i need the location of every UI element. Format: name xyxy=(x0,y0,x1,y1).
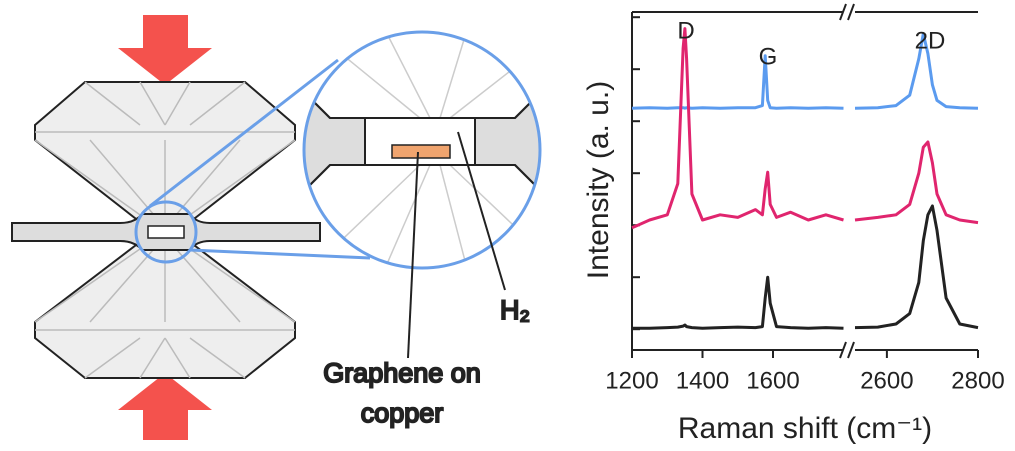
peak-label: 2D xyxy=(915,27,946,54)
diagram: H₂ Graphene on copper xyxy=(12,15,560,440)
x-tick-label: 2600 xyxy=(860,367,913,394)
sample-label: copper xyxy=(361,398,444,428)
x-tick-label: 1200 xyxy=(605,367,658,394)
force-arrow xyxy=(118,15,212,85)
x-tick-label: 1600 xyxy=(746,367,799,394)
raman-chart: 1200 1400 1600 2600 2800 Raman shift (cm⁻¹) In… xyxy=(582,4,1005,445)
x-tick-label: 1400 xyxy=(676,367,729,394)
spectrum-line xyxy=(632,29,978,228)
x-axis-label: Raman shift (cm⁻¹) xyxy=(678,412,932,445)
x-tick-label: 2800 xyxy=(951,367,1004,394)
spectrum-line xyxy=(632,206,978,328)
peak-label: G xyxy=(759,43,778,70)
zoom-line xyxy=(190,250,370,258)
y-axis-label: Intensity (a. u.) xyxy=(582,81,615,279)
chamber xyxy=(148,226,184,238)
axis-break xyxy=(848,342,854,358)
sample-label: Graphene on xyxy=(323,358,481,388)
force-arrow xyxy=(118,373,212,440)
figure: H₂ Graphene on copper 1200 1400 1600 2600 28… xyxy=(0,0,1015,451)
h2-label: H₂ xyxy=(500,295,530,325)
graphene-sample xyxy=(392,145,450,158)
axis-break xyxy=(848,4,854,20)
peak-label: D xyxy=(677,17,694,44)
